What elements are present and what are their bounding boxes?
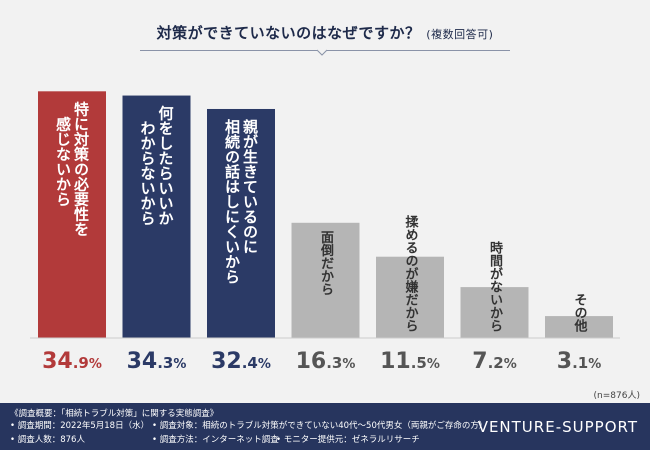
survey-period: • 調査期間：2022年5月18日（水）	[10, 421, 150, 431]
survey-overview-heading: 《調査概要：「相続トラブル対策」に関する実態調査》	[10, 409, 219, 419]
bar-7	[545, 316, 613, 338]
value-label-5: 11.5%	[380, 349, 440, 374]
survey-count: • 調査人数：876人	[10, 435, 85, 445]
sample-size-note: (n=876人)	[593, 391, 640, 401]
title-underline-left	[140, 50, 317, 51]
category-label-3-line-1: 親が生きているのに	[241, 118, 259, 254]
value-label-3: 32.4%	[211, 349, 271, 374]
title-underline-right	[327, 50, 510, 51]
chart-title-main: 対策ができていないのはなぜですか？	[156, 24, 421, 42]
bar-6	[460, 287, 529, 338]
monitor-provider: • モニター提供元：ゼネラルリサーチ	[276, 435, 420, 445]
chart-title: 対策ができていないのはなぜですか？ (複数回答可)	[0, 22, 650, 43]
bar-3	[207, 108, 275, 338]
category-label-1-line-1: 特に対策の必要性を	[72, 101, 90, 237]
category-label-1-line-2: 感じないから	[54, 116, 72, 207]
bar-1	[38, 91, 106, 338]
chart-title-sub: (複数回答可)	[426, 28, 494, 41]
value-label-6: 7.2%	[472, 349, 516, 374]
bar-2	[122, 95, 191, 338]
category-label-6-line-1: 時間がないから	[487, 240, 503, 332]
survey-target: • 調査対象：相続のトラブル対策ができていない40代～50代男女（両親がご存命の…	[152, 421, 488, 431]
value-label-7: 3.1%	[557, 349, 601, 374]
value-label-4: 16.3%	[296, 349, 356, 374]
category-label-7-line-1: その他	[572, 293, 589, 333]
category-label-4-line-1: 面倒だから	[318, 231, 335, 296]
bar-4	[291, 222, 360, 338]
footer: 《調査概要：「相続トラブル対策」に関する実態調査》 • 調査期間：2022年5月…	[0, 403, 650, 450]
bar-5	[376, 256, 444, 338]
category-label-5-line-1: 揉めるのが嫌だから	[403, 214, 420, 332]
category-label-2-line-1: 何をしたらいいか	[157, 105, 175, 226]
brand-logo: VENTURE-SUPPORT	[477, 418, 638, 436]
category-label-2-line-2: わからないから	[139, 121, 157, 226]
value-label-1: 34.9%	[42, 349, 102, 374]
chevron-down-icon	[317, 49, 327, 56]
survey-method: • 調査方法：インターネット調査	[152, 435, 279, 445]
value-label-2: 34.3%	[127, 349, 187, 374]
category-label-3-line-2: 相続の話はしにくいから	[223, 118, 241, 284]
